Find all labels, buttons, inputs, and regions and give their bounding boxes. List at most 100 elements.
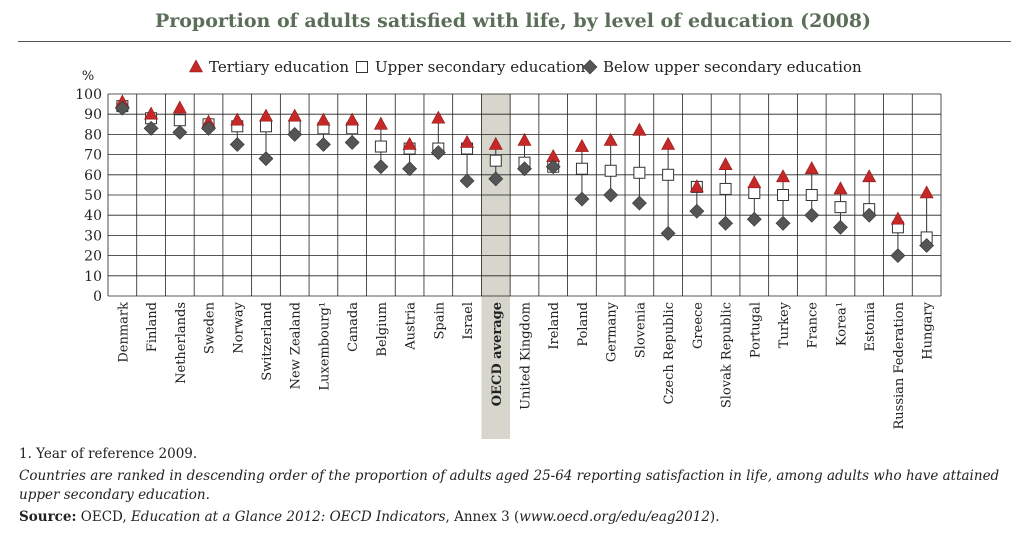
square-point bbox=[604, 164, 617, 177]
legend-square-marker bbox=[356, 61, 368, 73]
triangle-point bbox=[833, 181, 848, 195]
diamond-point bbox=[143, 120, 159, 136]
diamond-point bbox=[833, 219, 848, 235]
triangle-point bbox=[287, 108, 302, 122]
square-point bbox=[834, 201, 847, 214]
triangle-point bbox=[804, 161, 819, 175]
triangle-point bbox=[776, 169, 791, 183]
legend-triangle-marker bbox=[188, 59, 204, 73]
diamond-point bbox=[660, 225, 676, 241]
category-label: Russian Federation bbox=[892, 301, 907, 429]
category-label: Spain bbox=[432, 301, 447, 339]
diamond-point bbox=[344, 135, 360, 150]
diamond-point bbox=[545, 159, 561, 175]
category-label: Greece bbox=[691, 302, 706, 349]
y-tick-label: 40 bbox=[84, 208, 102, 224]
category-label: Hungary bbox=[921, 301, 936, 359]
triangle-point bbox=[488, 136, 503, 150]
diamond-point bbox=[172, 124, 188, 140]
diamond-point bbox=[775, 215, 791, 231]
triangle-point bbox=[603, 132, 618, 146]
category-label: Turkey bbox=[777, 301, 792, 348]
category-label: Estonia bbox=[863, 302, 878, 352]
source-note: Source: OECD, Education at a Glance 2012… bbox=[19, 508, 719, 527]
triangle-point bbox=[517, 132, 532, 146]
category-label: Austria bbox=[404, 302, 419, 351]
triangle-point bbox=[689, 179, 704, 193]
category-label: Portugal bbox=[748, 302, 763, 358]
square-point bbox=[633, 166, 646, 179]
category-label: Sweden bbox=[203, 301, 218, 354]
diamond-point bbox=[287, 126, 303, 142]
diamond-point bbox=[631, 195, 647, 211]
y-tick-label: 50 bbox=[84, 188, 102, 204]
diamond-point bbox=[258, 151, 274, 167]
triangle-point bbox=[661, 136, 676, 150]
category-label: Finland bbox=[145, 302, 160, 352]
category-label: Korea¹ bbox=[834, 302, 849, 346]
diamond-point bbox=[430, 145, 446, 161]
source-org: OECD, bbox=[76, 509, 131, 525]
diamond-point bbox=[746, 211, 762, 227]
triangle-point bbox=[890, 211, 905, 225]
category-label: Norway bbox=[231, 301, 246, 353]
triangle-point bbox=[862, 169, 877, 183]
diamond-point bbox=[229, 137, 245, 152]
triangle-point bbox=[345, 112, 360, 126]
square-point bbox=[748, 186, 761, 199]
y-axis-unit-label: % bbox=[82, 69, 94, 84]
chart: 0 10 20 30 40 50 60 70 80 90 100% Denmark Finland Ne… bbox=[75, 58, 942, 439]
triangle-point bbox=[144, 106, 159, 120]
square-point bbox=[259, 120, 272, 133]
y-tick-label: 60 bbox=[84, 168, 102, 184]
y-tick-label: 80 bbox=[84, 127, 102, 143]
category-label: Poland bbox=[576, 302, 591, 347]
square-point bbox=[489, 154, 502, 167]
diamond-point bbox=[718, 215, 733, 231]
diamond-point bbox=[114, 100, 130, 116]
category-label: New Zealand bbox=[289, 302, 304, 389]
category-label: Netherlands bbox=[174, 302, 189, 384]
title-rule bbox=[18, 41, 1011, 42]
triangle-point bbox=[919, 185, 934, 199]
triangle-point bbox=[316, 112, 331, 126]
legend-label: Tertiary education bbox=[209, 58, 349, 76]
category-label: Slovenia bbox=[633, 302, 648, 358]
diamond-point bbox=[201, 120, 216, 136]
triangle-point bbox=[632, 122, 647, 136]
chart-title: Proportion of adults satisfied with life… bbox=[154, 10, 872, 32]
category-label: Switzerland bbox=[260, 302, 275, 381]
category-label: Denmark bbox=[116, 302, 131, 363]
diamond-point bbox=[861, 207, 877, 223]
category-label: Slovak Republic bbox=[720, 302, 735, 408]
diamond-point bbox=[373, 159, 389, 175]
triangle-point bbox=[460, 134, 475, 148]
category-label: Luxembourg¹ bbox=[317, 302, 332, 391]
category-label: United Kingdom bbox=[519, 302, 534, 410]
square-point bbox=[805, 189, 818, 201]
diamond-point bbox=[689, 203, 705, 219]
y-tick-label: 10 bbox=[84, 269, 102, 285]
triangle-point bbox=[230, 112, 245, 126]
y-tick-label: 20 bbox=[84, 249, 102, 265]
diamond-point bbox=[919, 238, 935, 253]
diamond-point bbox=[402, 161, 418, 177]
triangle-point bbox=[258, 108, 273, 122]
square-point bbox=[777, 189, 790, 201]
diamond-point bbox=[574, 191, 590, 207]
category-label: Czech Republic bbox=[662, 302, 677, 404]
triangle-point bbox=[373, 116, 388, 130]
category-label: Canada bbox=[346, 302, 361, 352]
ranking-note: Countries are ranked in descending order… bbox=[19, 468, 1000, 503]
source-annex: , Annex 3 ( bbox=[445, 509, 520, 525]
diamond-point bbox=[459, 173, 475, 189]
diamond-point bbox=[890, 248, 906, 264]
category-label: Germany bbox=[605, 301, 620, 362]
source-url: www.oecd.org/edu/eag2012 bbox=[519, 509, 710, 525]
legend-label: Below upper secondary education bbox=[603, 58, 862, 76]
y-tick-label: 90 bbox=[84, 107, 102, 123]
triangle-point bbox=[574, 138, 589, 152]
category-label: Ireland bbox=[547, 302, 562, 350]
triangle-point bbox=[402, 136, 417, 150]
footnote: 1. Year of reference 2009. bbox=[19, 446, 198, 462]
